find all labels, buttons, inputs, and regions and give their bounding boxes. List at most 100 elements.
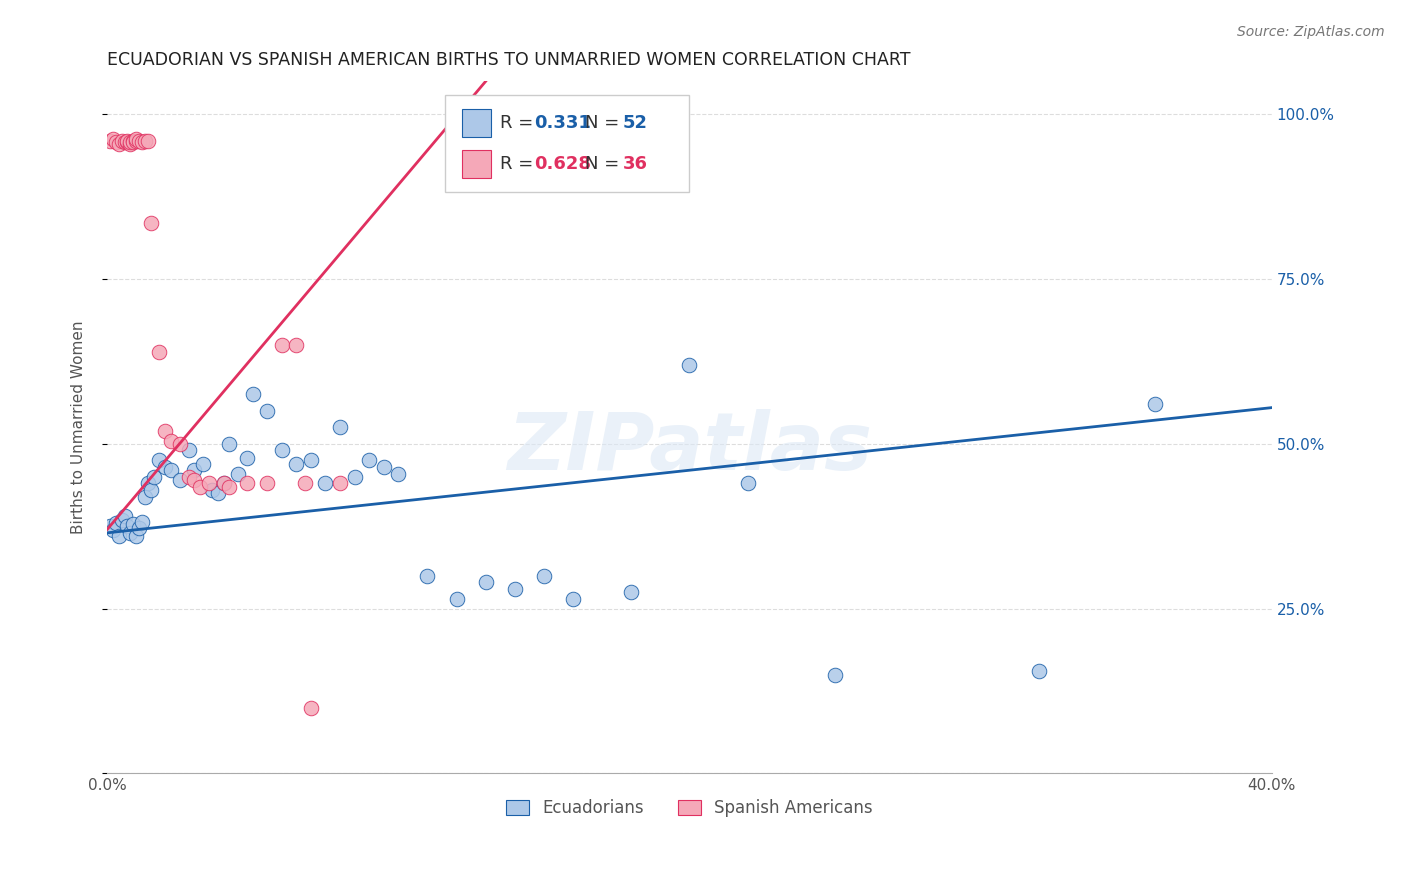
Point — [160, 434, 183, 448]
Point — [285, 338, 308, 352]
Point — [111, 513, 134, 527]
Point — [270, 443, 292, 458]
Point — [136, 476, 159, 491]
Point — [125, 529, 148, 543]
FancyBboxPatch shape — [463, 151, 492, 178]
Point — [155, 459, 177, 474]
Point — [131, 135, 153, 149]
Point — [177, 470, 200, 484]
Point — [201, 483, 224, 497]
Y-axis label: Births to Unmarried Women: Births to Unmarried Women — [72, 320, 86, 534]
Text: N =: N = — [585, 114, 624, 132]
Point — [101, 523, 124, 537]
Point — [474, 575, 496, 590]
Point — [212, 476, 235, 491]
Point — [373, 459, 395, 474]
Point — [134, 490, 156, 504]
Point — [114, 509, 136, 524]
Point — [299, 700, 322, 714]
Point — [359, 453, 381, 467]
Point — [148, 453, 170, 467]
Text: 36: 36 — [623, 155, 648, 173]
Point — [737, 476, 759, 491]
Text: ZIPatlas: ZIPatlas — [508, 409, 872, 487]
Point — [120, 525, 142, 540]
Point — [503, 582, 526, 596]
Point — [148, 344, 170, 359]
Point — [329, 420, 352, 434]
Point — [122, 517, 145, 532]
Point — [218, 480, 240, 494]
Point — [183, 463, 205, 477]
Point — [1144, 397, 1167, 411]
Text: Source: ZipAtlas.com: Source: ZipAtlas.com — [1237, 25, 1385, 39]
Point — [416, 568, 439, 582]
Point — [155, 424, 177, 438]
Point — [183, 473, 205, 487]
Point — [139, 216, 162, 230]
Point — [236, 451, 259, 466]
Point — [678, 358, 700, 372]
Point — [236, 476, 259, 491]
Point — [142, 470, 165, 484]
Point — [111, 134, 134, 148]
Point — [212, 476, 235, 491]
Point — [314, 476, 336, 491]
Point — [128, 521, 150, 535]
Point — [101, 132, 124, 146]
Point — [256, 404, 278, 418]
Point — [1028, 665, 1050, 679]
Point — [329, 476, 352, 491]
Point — [824, 667, 846, 681]
Point — [562, 591, 585, 606]
Point — [343, 470, 366, 484]
Point — [120, 135, 142, 149]
Point — [117, 519, 139, 533]
Point — [620, 585, 643, 599]
Point — [218, 437, 240, 451]
Point — [131, 515, 153, 529]
Point — [533, 568, 555, 582]
Point — [122, 135, 145, 149]
Point — [387, 467, 409, 481]
FancyBboxPatch shape — [444, 95, 689, 192]
Text: N =: N = — [585, 155, 624, 173]
Point — [193, 457, 215, 471]
Text: 52: 52 — [623, 114, 648, 132]
Point — [177, 443, 200, 458]
Point — [134, 134, 156, 148]
Text: R =: R = — [499, 155, 538, 173]
Point — [128, 134, 150, 148]
Point — [98, 134, 121, 148]
Point — [98, 519, 121, 533]
Point — [125, 134, 148, 148]
Point — [117, 135, 139, 149]
Point — [117, 134, 139, 148]
Point — [125, 132, 148, 146]
Point — [188, 480, 211, 494]
Point — [169, 437, 191, 451]
Point — [198, 476, 221, 491]
Point — [136, 134, 159, 148]
Point — [207, 486, 229, 500]
Text: 0.628: 0.628 — [534, 155, 592, 173]
Point — [256, 476, 278, 491]
Point — [285, 457, 308, 471]
Point — [446, 591, 468, 606]
Text: ECUADORIAN VS SPANISH AMERICAN BIRTHS TO UNMARRIED WOMEN CORRELATION CHART: ECUADORIAN VS SPANISH AMERICAN BIRTHS TO… — [107, 51, 911, 69]
Point — [122, 134, 145, 148]
Point — [294, 476, 316, 491]
Point — [169, 473, 191, 487]
Point — [107, 529, 129, 543]
Point — [299, 453, 322, 467]
Point — [139, 483, 162, 497]
Legend: Ecuadorians, Spanish Americans: Ecuadorians, Spanish Americans — [499, 793, 880, 824]
Point — [104, 516, 127, 530]
Point — [107, 136, 129, 151]
Point — [160, 463, 183, 477]
Point — [226, 467, 249, 481]
Point — [120, 136, 142, 151]
Point — [114, 135, 136, 149]
Point — [104, 135, 127, 149]
Text: R =: R = — [499, 114, 538, 132]
